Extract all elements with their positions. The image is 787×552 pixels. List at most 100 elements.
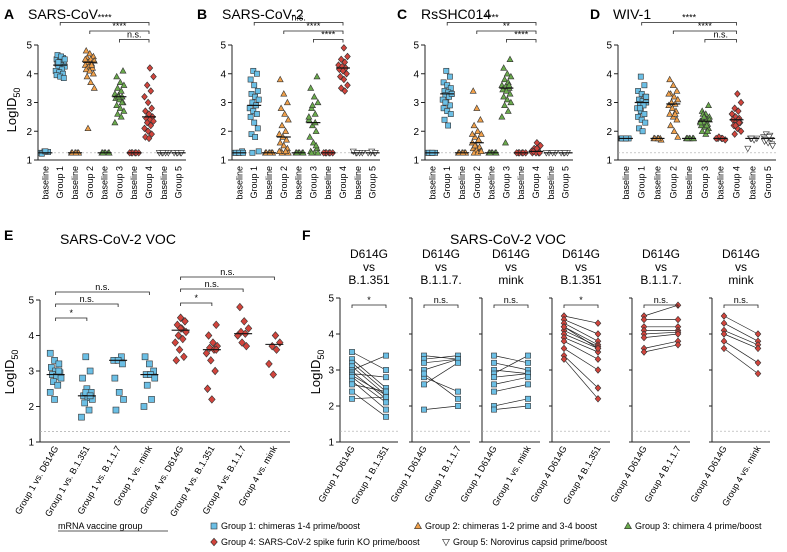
panel-b-sig-label: **** [321,30,336,40]
panel-e-data-point [120,396,127,403]
panel-b-data-point [255,148,262,155]
panel-f-subpanel-4-data-point [560,337,568,345]
panel-b-data-point [247,113,254,120]
panel-c-data-point [474,127,482,134]
panel-a-y-tick-label: 3 [26,98,32,109]
panel-f-subpanel-4-data-point [560,355,568,363]
panel-e-data-point [141,353,149,361]
panel-a-data-point [114,110,122,117]
panel-e-data-point [212,320,220,330]
panel-b-data-point [312,141,320,149]
panel-d-data-point [667,121,675,129]
panel-a-data-point [142,107,149,115]
panel-f-subpanel-5-pair-line [643,304,679,317]
panel-a-data-point [119,67,127,74]
panel-d-data-point [735,118,743,127]
panel-f-subpanel-3-pair-line [493,384,529,392]
panel-c-label: C [397,6,407,22]
panel-e-title: SARS-CoV-2 VOC [60,231,176,247]
panel-f-subpanel-1-pair-line [351,391,387,418]
panel-c-data-point [503,70,511,77]
panel-f-subpanel-3-data-point [491,381,497,388]
panel-a-data-point [141,124,148,133]
panel-d-category-label: baseline [716,166,726,200]
panel-e-sig-bracket [55,317,88,321]
panel-c-data-point [506,90,514,97]
panel-d-data-point [696,118,704,126]
panel-a-data-point [117,113,125,120]
panel-c-category-label: baseline [487,166,497,200]
panel-a-data-point [116,104,124,111]
panel-f-subpanel-1-data-point [383,406,389,413]
panel-b-data-point [249,149,256,156]
panel-f-subpanel-6-category-label: Group 4 vs. mink [720,444,763,508]
panel-f-subpanel-1-category-label: Group 1 D614G [316,444,356,504]
panel-b-data-point [305,113,313,120]
panel-f-subpanel-1-pair-line [351,351,387,371]
panel-f-subpanel-2-data-point [455,359,461,366]
panel-f-subpanel-6-data-point [754,344,762,353]
panel-b-data-point [255,96,262,103]
panel-c-data-point [507,98,515,106]
panel-f-subpanel-4-category-label: Group 4 D614G [528,444,568,504]
panel-e-sig-bracket [180,302,213,306]
panel-d-sig-bracket [641,22,737,26]
panel-b-title: SARS-CoV-2 [222,6,304,22]
panel-e-data-point [265,359,273,369]
panel-b-data-point [276,75,284,83]
panel-f-subpanel-4-data-point [560,344,568,353]
panel-f-subpanel-2-title-line: B.1.1.7. [420,273,461,287]
panel-f-subpanel-2-sig-bracket [423,304,459,308]
panel-f-subpanel-4-data-point [560,323,568,331]
panel-b-sig-bracket [253,22,344,26]
panel-f-subpanel-4-title-line: B.1.351 [560,273,602,287]
panel-d-data-point [734,90,741,98]
panel-f-subpanel-4-pair-line [563,333,599,349]
panel-c-sig-bracket [446,22,537,26]
panel-d-data-point [674,95,682,103]
panel-f-subpanel-2-title-line: D614G [422,247,460,261]
panel-a-sig-bracket [89,30,150,34]
legend-item-label: Group 5: Norovirus capsid prime/boost [453,537,608,547]
panel-c-category-label: Group 1 [442,166,452,199]
panel-f-subpanel-2-data-point [421,406,427,413]
panel-f-subpanel-2-title-line: vs [435,260,447,274]
panel-d-data-point [642,119,649,126]
panel-e-data-point [176,313,185,322]
panel-f-subpanel-1-data-point [349,395,355,402]
panel-f-subpanel-1-data-point [349,381,355,388]
panel-a-data-point [148,130,155,138]
panel-f-subpanel-5-category-label: Group 4 B.1.1.7 [642,444,682,504]
panel-b-data-point [276,139,284,146]
panel-c-data-point [468,130,476,137]
panel-d-category-label: baseline [684,166,694,200]
panel-e-y-axis-label-subscript: 50 [10,350,20,360]
panel-b-data-point [275,130,283,137]
panel-f-subpanel-4-pair-line [563,330,599,347]
panel-f-subpanel-3-data-point [525,395,531,402]
panel-b-y-tick-label: 4 [220,69,226,80]
panel-f-subpanel-1-y-tick-label: 3 [328,366,334,377]
panel-d-data-point [636,105,643,112]
panel-f-subpanel-5-category-label: Group 4 D614G [608,444,648,504]
panel-a-category-label: baseline [129,166,139,200]
panel-a-sig-label: n.s. [127,30,142,40]
panel-b-data-point [311,110,319,117]
panel-f-subpanel-3-data-point [491,359,497,366]
panel-e-sig-label: n.s. [80,294,95,304]
panel-f-subpanel-4-sig-bracket [563,304,599,308]
panel-f-subpanel-4-data-point [594,384,602,392]
panel-b-data-point [252,134,258,140]
panel-d-data-point [670,127,678,134]
panel-d-category-label: Group 3 [700,166,710,199]
panel-f-subpanel-2-data-point [421,381,427,388]
panel-e-data-point [79,374,86,382]
panel-f-subpanel-3-data-point [525,359,531,366]
panel-b-category-label: baseline [264,166,274,200]
panel-c-category-label: baseline [457,166,467,200]
panel-d-data-point [731,130,738,138]
panel-f-y-axis-label: LogID50 [308,350,326,395]
panel-e-y-tick-label: 5 [28,296,34,307]
panel-f-subpanel-4-pair-line [563,326,599,349]
